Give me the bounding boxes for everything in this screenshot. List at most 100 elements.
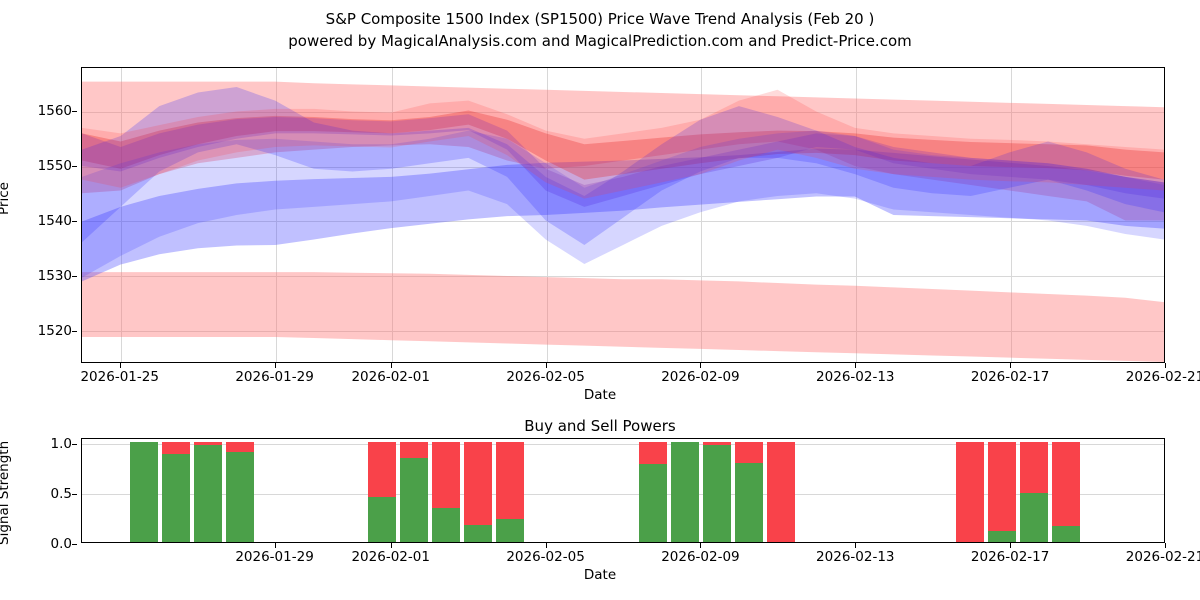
price-x-tick-mark [545, 363, 547, 368]
sell-power-segment [194, 442, 222, 445]
power-y-tick-mark [72, 543, 77, 545]
power-bar [162, 442, 190, 542]
price-x-tick-mark [274, 363, 276, 368]
power-y-tick-mark [72, 443, 77, 445]
title-line-1: S&P Composite 1500 Index (SP1500) Price … [325, 10, 875, 28]
sell-power-segment [464, 442, 492, 525]
power-bar [735, 442, 763, 542]
power-bar [226, 442, 254, 542]
price-y-tick-mark [72, 166, 77, 168]
gridline-vertical [120, 68, 122, 362]
buy-power-segment [703, 445, 731, 542]
power-bar [194, 442, 222, 542]
power-bar [956, 442, 984, 542]
gridline-vertical [701, 68, 703, 362]
power-bar [639, 442, 667, 542]
price-x-tick-mark [1165, 363, 1166, 368]
price-x-tick-mark [1010, 363, 1012, 368]
price-x-tick-mark [700, 363, 702, 368]
power-x-axis-label: Date [583, 567, 617, 583]
price-x-tick-mark [119, 363, 121, 368]
buy-power-segment [1020, 493, 1048, 542]
sell-power-segment [400, 442, 428, 458]
power-bar [130, 442, 158, 542]
price-y-tick-label: 1550 [37, 158, 72, 175]
power-y-tick-mark [72, 493, 77, 495]
sell-power-segment [162, 442, 190, 454]
price-x-tick-mark [390, 363, 392, 368]
power-y-axis-label: Signal Strength [0, 440, 12, 545]
power-x-axis: 2026-01-29 2026-02-01 2026-02-05 2026-02-09… [81, 543, 1200, 567]
price-x-tick-label: 2026-02-09 [661, 369, 740, 385]
gridline-horizontal [82, 221, 1164, 223]
power-bar [1052, 442, 1080, 542]
price-x-tick-label: 2026-02-01 [351, 369, 430, 385]
price-band-outer-red-upper [82, 81, 1164, 221]
power-bar [432, 442, 460, 542]
price-band-outer-red-lower [82, 272, 1164, 362]
price-x-axis: 2026-01-25 2026-01-29 2026-02-01 2026-02-05… [80, 363, 1200, 387]
price-band-mid-purple-core [82, 114, 1164, 207]
price-band-red-wave-2 [82, 89, 1164, 199]
gridline-vertical [1011, 68, 1013, 362]
power-bar [368, 442, 396, 542]
price-y-tick-label: 1560 [37, 103, 72, 120]
power-y-tick-label: 0.5 [50, 485, 72, 502]
power-bar [496, 442, 524, 542]
price-x-tick-label: 2026-01-25 [80, 369, 159, 385]
power-bar [767, 442, 795, 542]
gridline-horizontal [82, 444, 1164, 445]
power-y-tick-label: 1.0 [50, 435, 72, 452]
power-x-tick-mark [700, 543, 702, 548]
power-x-tick-mark [1010, 543, 1012, 548]
price-y-tick-label: 1540 [37, 212, 72, 229]
price-band-blue-wave-1 [82, 87, 1164, 245]
price-x-tick-label: 2026-01-29 [235, 369, 314, 385]
sell-power-segment [1052, 442, 1080, 526]
price-y-tick-mark [72, 111, 77, 113]
power-bar [671, 442, 699, 542]
gridline-horizontal [82, 331, 1164, 333]
buy-power-segment [162, 454, 190, 542]
buy-power-segment [432, 508, 460, 542]
buy-power-segment [1052, 526, 1080, 542]
power-x-tick-mark [390, 543, 392, 548]
sell-power-segment [767, 442, 795, 542]
buy-power-segment [194, 445, 222, 542]
sell-power-segment [1020, 442, 1048, 493]
power-bar [1020, 442, 1048, 542]
gridline-horizontal [82, 111, 1164, 113]
power-x-tick-label: 2026-01-29 [235, 549, 314, 565]
title-line-2: powered by MagicalAnalysis.com and Magic… [288, 32, 912, 50]
power-bar [464, 442, 492, 542]
power-x-tick-mark [855, 543, 857, 548]
sell-power-segment [988, 442, 1016, 531]
buy-power-segment [639, 464, 667, 542]
price-band-blue-wave-2 [82, 130, 1164, 278]
price-band-layer [82, 81, 1164, 362]
price-x-tick-label: 2026-02-13 [816, 369, 895, 385]
power-x-tick-label: 2026-02-17 [970, 549, 1050, 565]
sell-power-segment [432, 442, 460, 508]
price-y-tick-mark [72, 330, 77, 332]
power-x-tick-label: 2026-02-13 [816, 549, 895, 565]
power-x-tick-mark [274, 543, 276, 548]
sell-power-segment [368, 442, 396, 497]
price-y-axis: 1520 1530 1540 1550 1560 [8, 67, 77, 363]
buy-sell-powers-plot [81, 438, 1165, 543]
power-x-tick-mark [1165, 543, 1166, 548]
price-y-tick-mark [72, 220, 77, 222]
price-x-axis-label: Date [583, 387, 617, 403]
sell-power-segment [639, 442, 667, 464]
buy-power-segment [400, 458, 428, 542]
power-subplot-title: Buy and Sell Powers [524, 417, 676, 435]
buy-power-segment [988, 531, 1016, 542]
gridline-vertical [546, 68, 548, 362]
power-x-tick-label: 2026-02-05 [506, 549, 585, 565]
gridline-vertical [391, 68, 393, 362]
price-wave-plot [81, 67, 1165, 363]
price-x-tick-label: 2026-02-05 [506, 369, 585, 385]
buy-power-segment [671, 442, 699, 542]
price-y-axis-label: Price [0, 182, 12, 215]
